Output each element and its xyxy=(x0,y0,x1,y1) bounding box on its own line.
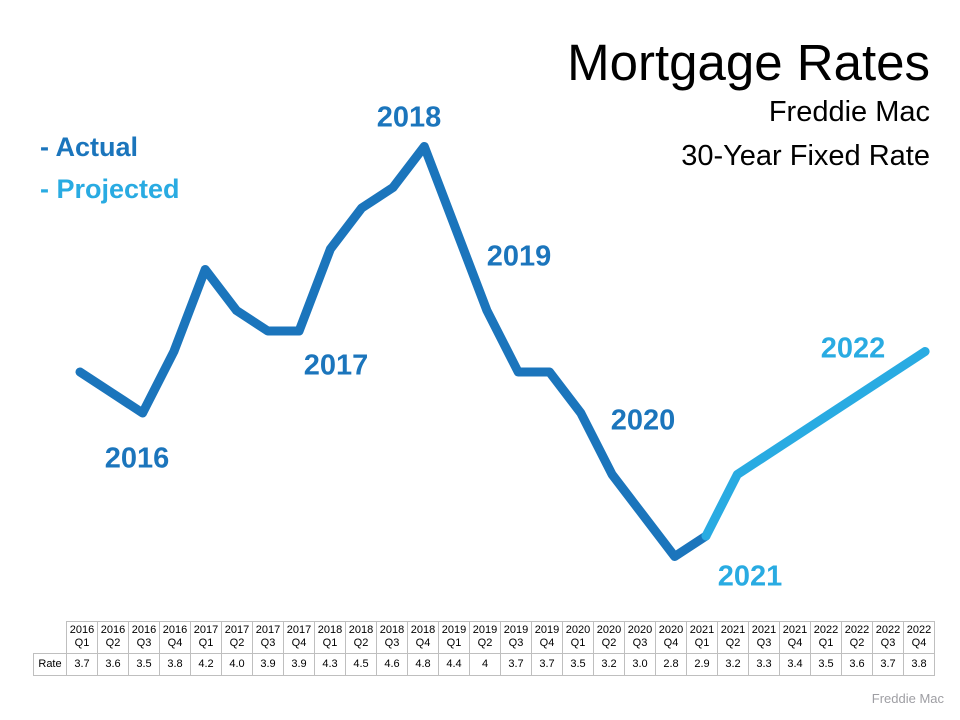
rate-cell-2021-q3: 3.3 xyxy=(748,653,780,677)
table-col-header-2017-q4: 2017 Q4 xyxy=(283,620,315,655)
rate-cell-2020-q1: 3.5 xyxy=(562,653,594,677)
rate-cell-2016-q3: 3.5 xyxy=(128,653,160,677)
rate-cell-2020-q3: 3.0 xyxy=(624,653,656,677)
table-rate-row: Rate 3.7 3.6 3.5 3.8 4.2 4.0 3.9 3.9 4.3 4.5 4.6 4.8… xyxy=(33,653,935,677)
rate-cell-2019-q2: 4 xyxy=(469,653,501,677)
table-col-header-2016-q4: 2016 Q4 xyxy=(159,620,191,655)
year-label-2016: 2016 xyxy=(104,442,170,475)
table-col-header-2017-q1: 2017 Q1 xyxy=(190,620,222,655)
table-col-header-2019-q4: 2019 Q4 xyxy=(531,620,563,655)
rate-cell-2022-q4: 3.8 xyxy=(903,653,935,677)
table-col-header-2019-q2: 2019 Q2 xyxy=(469,620,501,655)
rate-cell-2017-q4: 3.9 xyxy=(283,653,315,677)
table-corner-cell xyxy=(34,622,67,654)
rate-cell-2016-q1: 3.7 xyxy=(66,653,98,677)
table-col-header-2017-q2: 2017 Q2 xyxy=(221,620,253,655)
legend-actual: - Actual xyxy=(40,132,139,162)
table-col-header-2017-q3: 2017 Q3 xyxy=(252,620,284,655)
year-label-2018: 2018 xyxy=(376,101,442,134)
table-col-header-2021-q3: 2021 Q3 xyxy=(748,620,780,655)
table-col-header-2016-q2: 2016 Q2 xyxy=(97,620,129,655)
table-col-header-2018-q2: 2018 Q2 xyxy=(345,620,377,655)
page-title: Mortgage Rates xyxy=(567,34,930,91)
table-col-header-2022-q1: 2022 Q1 xyxy=(810,620,842,655)
projected-line xyxy=(701,347,930,541)
rate-cell-2020-q4: 2.8 xyxy=(655,653,687,677)
table-col-header-2016-q1: 2016 Q1 xyxy=(66,620,98,655)
rate-cell-2021-q4: 3.4 xyxy=(779,653,811,677)
rate-cell-2018-q1: 4.3 xyxy=(314,653,346,677)
rate-cell-2022-q2: 3.6 xyxy=(841,653,873,677)
legend-projected: - Projected xyxy=(40,174,180,204)
year-label-2019: 2019 xyxy=(486,240,552,273)
table-col-header-2021-q2: 2021 Q2 xyxy=(717,620,749,655)
rate-cell-2016-q4: 3.8 xyxy=(159,653,191,677)
table-col-header-2018-q4: 2018 Q4 xyxy=(407,620,439,655)
table-col-header-2022-q4: 2022 Q4 xyxy=(903,620,935,655)
subtitle-product: 30-Year Fixed Rate xyxy=(681,139,930,172)
rate-cell-2019-q4: 3.7 xyxy=(531,653,563,677)
year-label-2020: 2020 xyxy=(610,404,676,437)
table-col-header-2016-q3: 2016 Q3 xyxy=(128,620,160,655)
rate-cell-2017-q2: 4.0 xyxy=(221,653,253,677)
table-col-header-2022-q3: 2022 Q3 xyxy=(872,620,904,655)
year-label-2017: 2017 xyxy=(303,349,369,382)
table-col-header-2020-q2: 2020 Q2 xyxy=(593,620,625,655)
table-col-header-2021-q1: 2021 Q1 xyxy=(686,620,718,655)
rate-cell-2022-q3: 3.7 xyxy=(872,653,904,677)
table-col-header-2019-q1: 2019 Q1 xyxy=(438,620,470,655)
rate-cell-2018-q3: 4.6 xyxy=(376,653,408,677)
rate-cell-2018-q4: 4.8 xyxy=(407,653,439,677)
legend: - Actual - Projected xyxy=(40,133,180,217)
title-block: Mortgage Rates Freddie Mac 30-Year Fixed… xyxy=(567,34,930,178)
actual-line xyxy=(75,142,711,561)
year-label-2021: 2021 xyxy=(717,560,783,593)
attribution-text: Freddie Mac xyxy=(871,691,944,706)
table-header-row: 2016 Q1 2016 Q2 2016 Q3 2016 Q4 2017 Q1 2017 Q2 2017… xyxy=(34,620,935,655)
table-col-header-2020-q3: 2020 Q3 xyxy=(624,620,656,655)
rate-cell-2017-q1: 4.2 xyxy=(190,653,222,677)
rate-cell-2016-q2: 3.6 xyxy=(97,653,129,677)
subtitle-source: Freddie Mac xyxy=(768,96,930,129)
rate-cell-2022-q1: 3.5 xyxy=(810,653,842,677)
year-label-2022: 2022 xyxy=(820,332,886,365)
table-col-header-2020-q4: 2020 Q4 xyxy=(655,620,687,655)
table-col-header-2019-q3: 2019 Q3 xyxy=(500,620,532,655)
table-col-header-2022-q2: 2022 Q2 xyxy=(841,620,873,655)
rate-table: 2016 Q1 2016 Q2 2016 Q3 2016 Q4 2017 Q1 2017 Q2 2017… xyxy=(33,620,935,677)
rate-cell-2021-q2: 3.2 xyxy=(717,653,749,677)
rate-cell-2019-q3: 3.7 xyxy=(500,653,532,677)
rate-cell-2019-q1: 4.4 xyxy=(438,653,470,677)
table-col-header-2018-q3: 2018 Q3 xyxy=(376,620,408,655)
table-col-header-2021-q4: 2021 Q4 xyxy=(779,620,811,655)
table-col-header-2018-q1: 2018 Q1 xyxy=(314,620,346,655)
rate-cell-2020-q2: 3.2 xyxy=(593,653,625,677)
table-col-header-2020-q1: 2020 Q1 xyxy=(562,620,594,655)
rate-cell-2017-q3: 3.9 xyxy=(252,653,284,677)
rate-cell-2021-q1: 2.9 xyxy=(686,653,718,677)
rate-cell-2018-q2: 4.5 xyxy=(345,653,377,677)
table-row-header: Rate xyxy=(33,653,67,677)
